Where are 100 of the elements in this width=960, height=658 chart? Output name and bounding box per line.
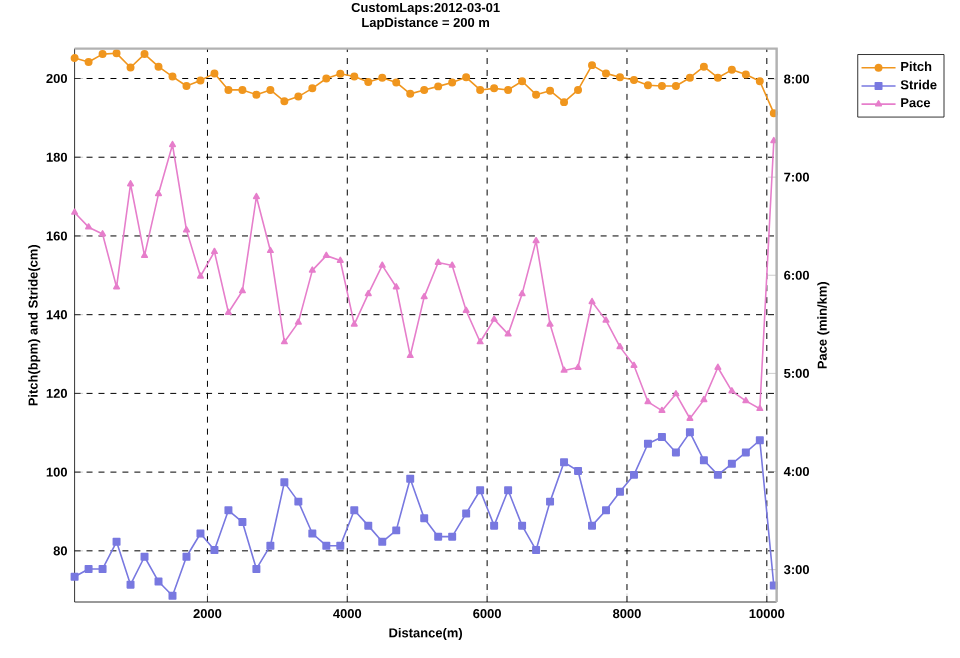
- point: [71, 208, 79, 215]
- point: [210, 247, 218, 255]
- point: [476, 337, 484, 345]
- point: [713, 470, 722, 479]
- point: [224, 506, 233, 515]
- point: [182, 82, 191, 90]
- point: [140, 552, 149, 561]
- point: [322, 251, 330, 259]
- point: [574, 466, 583, 475]
- point: [546, 320, 554, 327]
- point: [266, 541, 275, 550]
- point: [643, 439, 652, 448]
- point: [630, 361, 638, 368]
- point: [546, 497, 555, 506]
- point: [448, 78, 457, 87]
- point: [671, 448, 680, 457]
- point: [476, 85, 485, 94]
- point: [336, 541, 345, 550]
- point: [308, 84, 317, 93]
- point: [462, 73, 471, 82]
- point: [112, 49, 121, 58]
- point: [140, 251, 149, 259]
- point: [266, 85, 275, 94]
- point: [755, 436, 764, 445]
- point: [182, 226, 191, 233]
- point: [364, 78, 373, 87]
- point: [336, 69, 345, 78]
- point: [602, 316, 610, 323]
- point: [322, 74, 331, 83]
- point: [629, 470, 638, 479]
- point: [643, 81, 652, 90]
- point: [154, 189, 163, 197]
- point: [112, 283, 121, 290]
- point: [308, 266, 316, 273]
- point: [685, 428, 694, 437]
- point: [364, 289, 372, 297]
- point: [518, 521, 527, 530]
- point: [685, 73, 694, 82]
- point: [741, 70, 750, 79]
- point: [728, 387, 736, 394]
- point: [322, 541, 331, 550]
- point: [742, 396, 750, 404]
- point: [168, 140, 177, 148]
- point: [699, 456, 708, 465]
- point: [280, 478, 289, 487]
- point: [378, 73, 387, 82]
- point: [238, 85, 247, 94]
- point: [616, 342, 624, 350]
- point: [686, 414, 694, 421]
- point: [168, 72, 177, 81]
- point: [700, 395, 708, 403]
- point: [672, 389, 680, 397]
- point: [616, 73, 624, 82]
- point: [504, 330, 512, 337]
- point: [504, 486, 513, 495]
- point: [196, 272, 205, 279]
- point: [490, 521, 499, 530]
- point: [85, 223, 93, 230]
- point: [532, 90, 541, 99]
- point: [490, 84, 499, 93]
- point: [224, 308, 232, 315]
- point: [406, 474, 415, 483]
- point: [350, 320, 358, 327]
- point: [182, 552, 191, 561]
- point: [84, 564, 93, 573]
- point: [126, 63, 135, 72]
- point: [126, 580, 135, 589]
- point: [546, 86, 555, 95]
- point: [434, 258, 442, 265]
- point: [224, 85, 233, 94]
- point: [755, 77, 764, 86]
- point: [406, 89, 415, 98]
- point: [350, 72, 359, 81]
- point: [420, 292, 428, 300]
- point: [574, 363, 582, 370]
- point: [756, 404, 764, 412]
- point: [392, 526, 401, 535]
- point: [364, 521, 373, 530]
- point: [126, 180, 135, 187]
- point: [392, 78, 401, 87]
- point: [490, 315, 498, 322]
- point: [588, 297, 596, 305]
- point: [210, 69, 219, 78]
- point: [168, 591, 177, 600]
- point: [196, 76, 205, 85]
- point: [294, 497, 303, 506]
- point: [518, 289, 526, 297]
- point: [560, 458, 569, 467]
- point: [252, 564, 261, 573]
- point: [154, 62, 163, 71]
- point: [644, 397, 652, 405]
- point: [336, 256, 344, 263]
- point: [252, 90, 261, 99]
- point: [532, 546, 541, 555]
- point: [392, 283, 400, 290]
- point: [616, 487, 624, 496]
- point: [713, 73, 722, 82]
- point: [462, 509, 471, 518]
- point: [462, 306, 470, 313]
- point: [112, 537, 121, 546]
